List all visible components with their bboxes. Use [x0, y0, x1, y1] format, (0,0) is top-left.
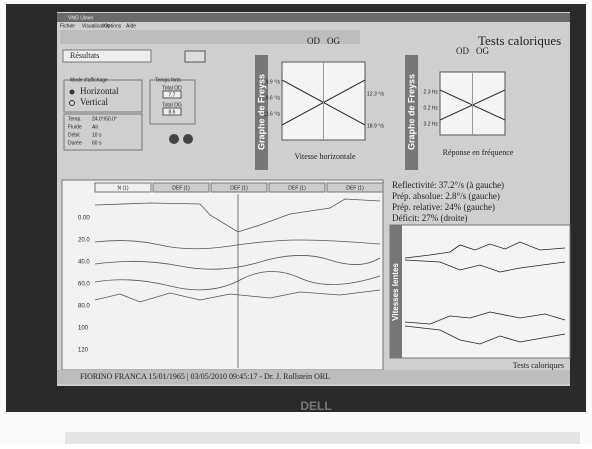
- mode-title: Mode d'affichage: [70, 77, 108, 83]
- y-label: 100: [78, 326, 89, 332]
- freyss-column: OG: [327, 36, 340, 46]
- result-line: Déficit: 27% (droite): [392, 213, 467, 223]
- total-label: Total OD: [162, 85, 182, 91]
- freyss-left-value: 2.3 Hz: [424, 89, 439, 95]
- slow-label: Vitesses lentes: [391, 263, 400, 321]
- result-line: Reflectivité: 37.2°/s (à gauche): [392, 180, 504, 190]
- tab-label[interactable]: N (1): [117, 185, 128, 191]
- freyss-label: Graphe de Freyss: [406, 74, 416, 150]
- y-label: 20.0: [78, 238, 90, 244]
- freyss-column: OG: [476, 46, 489, 56]
- mode-option[interactable]: Vertical: [80, 97, 108, 107]
- brand: DELL: [300, 399, 331, 413]
- freyss-caption: Vitesse horizontale: [294, 152, 356, 161]
- y-label: 40.0: [78, 260, 90, 266]
- totals-title: Temps forts: [155, 77, 181, 83]
- menu-item[interactable]: Fichier: [60, 23, 75, 29]
- menu-item[interactable]: Options: [104, 23, 122, 29]
- freyss-column: OD: [307, 36, 320, 46]
- param-label: Temp.: [68, 116, 82, 122]
- icon-button[interactable]: [185, 51, 205, 62]
- freyss-column: OD: [456, 46, 469, 56]
- bottom-strip: [65, 432, 580, 444]
- freyss-right-value: 12.3 °/s: [367, 91, 385, 97]
- trace-panel: [62, 180, 383, 370]
- result-line: Prép. absolue: 2.8°/s (gauche): [392, 191, 500, 201]
- dropdown-text[interactable]: Résultats: [70, 51, 99, 60]
- freyss-left-value: 9.9 °/s: [266, 79, 281, 85]
- param-label: Fluide: [68, 124, 82, 130]
- tab-label[interactable]: DEF (1): [346, 185, 364, 191]
- y-label: 120: [78, 348, 89, 354]
- param-label: Durée: [68, 140, 82, 146]
- param-label: Débit: [68, 132, 80, 138]
- heading: Tests caloriques: [478, 33, 561, 48]
- param-value: 60 s: [92, 140, 102, 146]
- freyss-right-value: 18.9 °/s: [367, 123, 385, 129]
- mode-option[interactable]: Horizontal: [80, 86, 119, 96]
- menu-item[interactable]: Aide: [126, 23, 136, 29]
- param-value: 24.0°/50.0°: [92, 116, 117, 122]
- button[interactable]: [169, 134, 179, 144]
- tab-label[interactable]: DEF (1): [172, 185, 190, 191]
- tab-label[interactable]: DEF (1): [230, 185, 248, 191]
- total-value: 8.6: [169, 109, 176, 115]
- radio[interactable]: [70, 90, 75, 95]
- freyss-caption: Réponse en fréquence: [443, 148, 514, 157]
- result-line: Prép. relative: 24% (gauche): [392, 202, 495, 212]
- freyss-left-value: 3.2 Hz: [424, 121, 439, 127]
- tab-label[interactable]: DEF (1): [288, 185, 306, 191]
- button[interactable]: [183, 134, 193, 144]
- param-value: 10 s: [92, 132, 102, 138]
- param-value: Air: [92, 124, 98, 130]
- freyss-left-value: 11.6 °/s: [263, 111, 280, 117]
- total-label: Total OG: [162, 102, 182, 108]
- patient-info: FIORINO FRANCA 15/01/1965 | 03/05/2010 0…: [80, 372, 330, 381]
- total-value: 7.7: [169, 92, 176, 98]
- y-label: 80.0: [78, 304, 90, 310]
- y-label: 0.00: [78, 216, 90, 222]
- y-label: 60.0: [78, 282, 90, 288]
- status-right: Tests caloriques: [513, 361, 564, 370]
- window-title: VNG Ulmer: [68, 15, 94, 21]
- freyss-left-value: 0.2 Hz: [424, 105, 439, 111]
- screenshot: VNG Ulmer FichierVisualisationOptionsAid…: [0, 0, 592, 444]
- freyss-left-value: 8.6 °/s: [266, 95, 281, 101]
- title-bar: [57, 13, 570, 22]
